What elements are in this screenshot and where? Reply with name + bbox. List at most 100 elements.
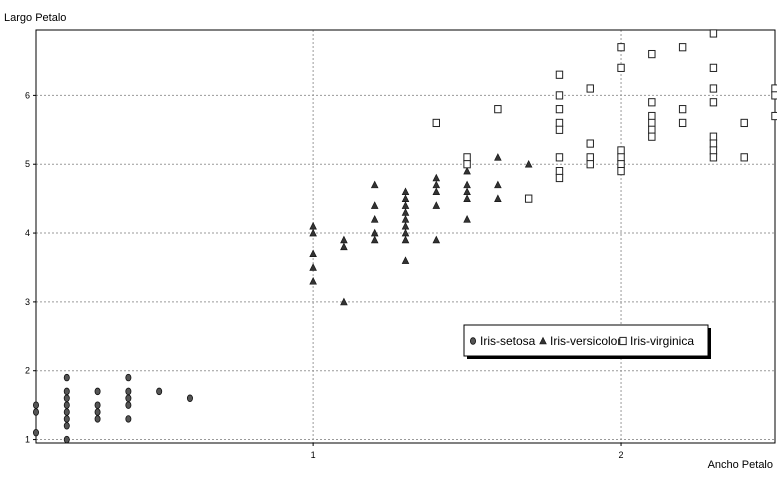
data-point-iris-virginica — [709, 139, 718, 148]
data-point-iris-virginica — [555, 167, 564, 176]
data-point-iris-setosa — [63, 394, 70, 402]
data-point-iris-versicolor — [463, 194, 471, 202]
data-point-iris-setosa — [63, 387, 70, 396]
data-point-iris-versicolor — [401, 221, 410, 230]
data-point-iris-versicolor — [309, 228, 317, 237]
legend-shadow-right — [708, 328, 711, 359]
data-point-iris-virginica — [617, 153, 625, 162]
x-tick-label: 1 — [311, 450, 316, 460]
data-point-iris-versicolor — [401, 228, 410, 237]
legend-marker-iris-virginica — [619, 336, 627, 346]
legend-marker-iris-setosa — [469, 337, 476, 345]
data-point-iris-virginica — [617, 146, 625, 155]
x-axis-label: Ancho Petalo — [708, 459, 773, 471]
data-point-iris-virginica — [555, 125, 564, 134]
data-point-iris-virginica — [555, 70, 564, 79]
data-point-iris-versicolor — [370, 180, 379, 189]
y-tick-label: 3 — [25, 297, 30, 307]
plot-area — [35, 29, 776, 444]
data-point-iris-virginica — [494, 105, 502, 114]
data-point-iris-virginica — [555, 173, 564, 183]
legend-marker-iris-versicolor — [539, 336, 547, 345]
data-point-iris-setosa — [63, 401, 70, 409]
data-point-iris-versicolor — [494, 180, 502, 189]
data-point-iris-virginica — [555, 91, 564, 100]
data-point-iris-virginica — [740, 118, 748, 128]
data-point-iris-versicolor — [309, 221, 317, 230]
data-point-iris-virginica — [678, 118, 687, 128]
data-point-iris-virginica — [709, 132, 718, 141]
data-point-iris-versicolor — [401, 201, 410, 209]
data-point-iris-virginica — [771, 84, 777, 93]
data-point-iris-virginica — [524, 194, 533, 203]
data-point-iris-virginica — [709, 146, 718, 155]
data-point-iris-setosa — [94, 387, 101, 396]
data-point-iris-virginica — [771, 91, 777, 100]
data-point-iris-versicolor — [463, 215, 471, 223]
data-point-iris-versicolor — [432, 235, 441, 244]
data-point-iris-setosa — [63, 373, 70, 382]
data-point-iris-virginica — [586, 153, 594, 162]
y-tick-label: 1 — [25, 435, 30, 445]
data-point-iris-setosa — [33, 408, 40, 416]
data-point-iris-versicolor — [401, 208, 410, 216]
data-point-iris-setosa — [156, 387, 163, 396]
data-point-iris-virginica — [648, 49, 656, 59]
y-tick-label: 4 — [25, 228, 30, 238]
data-point-iris-setosa — [125, 373, 132, 382]
data-point-iris-virginica — [709, 29, 718, 38]
data-point-iris-versicolor — [401, 187, 410, 196]
data-point-iris-virginica — [586, 139, 594, 148]
data-point-iris-virginica — [709, 63, 718, 72]
data-point-iris-virginica — [648, 125, 656, 134]
data-point-iris-virginica — [648, 118, 656, 128]
data-point-iris-setosa — [125, 401, 132, 409]
data-point-iris-setosa — [33, 428, 40, 437]
data-point-iris-versicolor — [463, 187, 471, 196]
data-point-iris-versicolor — [309, 276, 317, 285]
legend-label-iris-versicolor: Iris-versicolor — [550, 334, 621, 348]
data-point-iris-versicolor — [340, 235, 348, 244]
data-point-iris-versicolor — [309, 249, 317, 258]
data-point-iris-setosa — [94, 415, 101, 423]
data-point-iris-versicolor — [494, 153, 502, 161]
data-point-iris-virginica — [648, 111, 656, 121]
data-point-iris-versicolor — [463, 166, 471, 175]
data-point-iris-setosa — [125, 394, 132, 402]
legend-shadow-bottom — [467, 356, 711, 359]
data-point-iris-versicolor — [494, 194, 502, 202]
data-point-iris-virginica — [617, 167, 625, 176]
axis-ticks: 1 2 3 4 5 6 1 2 — [25, 90, 624, 460]
data-point-iris-virginica — [617, 43, 625, 52]
data-point-iris-setosa — [94, 401, 101, 409]
data-point-iris-setosa — [125, 387, 132, 396]
data-point-iris-versicolor — [401, 194, 410, 202]
data-point-iris-virginica — [678, 105, 687, 114]
data-point-iris-setosa — [63, 435, 70, 444]
y-tick-label: 6 — [25, 90, 30, 100]
data-point-iris-setosa — [94, 408, 101, 416]
data-point-iris-versicolor — [432, 201, 441, 209]
data-point-iris-versicolor — [340, 242, 348, 251]
legend-items: Iris-setosa Iris-versicolor Iris-virginica — [469, 334, 694, 348]
data-point-iris-virginica — [740, 153, 748, 162]
data-point-iris-versicolor — [524, 159, 533, 168]
data-point-iris-versicolor — [370, 235, 379, 244]
data-point-iris-virginica — [463, 160, 471, 169]
x-tick-label: 2 — [619, 450, 624, 460]
data-point-iris-versicolor — [432, 180, 441, 189]
data-point-iris-virginica — [555, 118, 564, 128]
legend-label-iris-setosa: Iris-setosa — [480, 334, 536, 348]
data-point-iris-setosa — [186, 394, 193, 402]
data-point-iris-versicolor — [309, 263, 317, 271]
y-tick-label: 2 — [25, 366, 30, 376]
data-point-iris-versicolor — [401, 215, 410, 223]
data-point-iris-virginica — [648, 132, 656, 141]
data-point-iris-virginica — [709, 153, 718, 162]
data-point-iris-setosa — [63, 415, 70, 423]
data-point-iris-setosa — [63, 408, 70, 416]
y-tick-label: 5 — [25, 159, 30, 169]
data-point-iris-versicolor — [432, 173, 441, 182]
